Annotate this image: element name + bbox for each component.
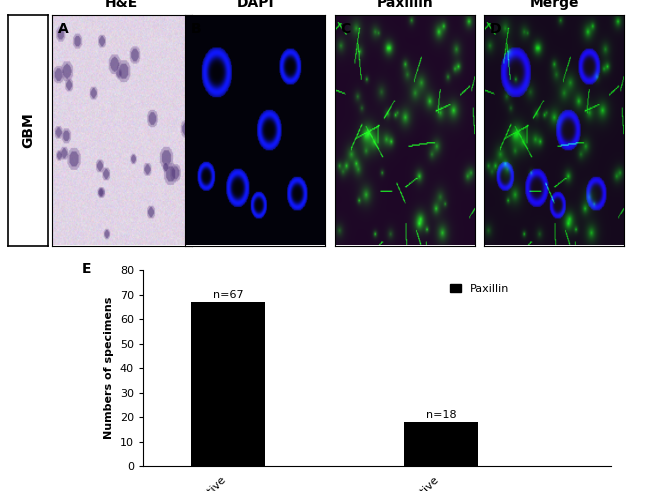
- Text: n=18: n=18: [426, 410, 456, 420]
- Text: D: D: [490, 22, 501, 36]
- Text: E: E: [82, 262, 92, 276]
- Text: n=67: n=67: [213, 290, 243, 300]
- Text: A: A: [58, 22, 68, 36]
- Legend: Paxillin: Paxillin: [446, 279, 514, 299]
- Text: DAPI: DAPI: [237, 0, 274, 10]
- Bar: [191, 302, 265, 466]
- Bar: [404, 422, 478, 466]
- Text: GBM: GBM: [21, 112, 35, 148]
- Text: H&E: H&E: [105, 0, 138, 10]
- Text: Merge: Merge: [529, 0, 579, 10]
- Text: Paxillin: Paxillin: [376, 0, 433, 10]
- Text: C: C: [341, 22, 350, 36]
- Text: B: B: [191, 22, 202, 36]
- Y-axis label: Numbers of specimens: Numbers of specimens: [104, 297, 114, 439]
